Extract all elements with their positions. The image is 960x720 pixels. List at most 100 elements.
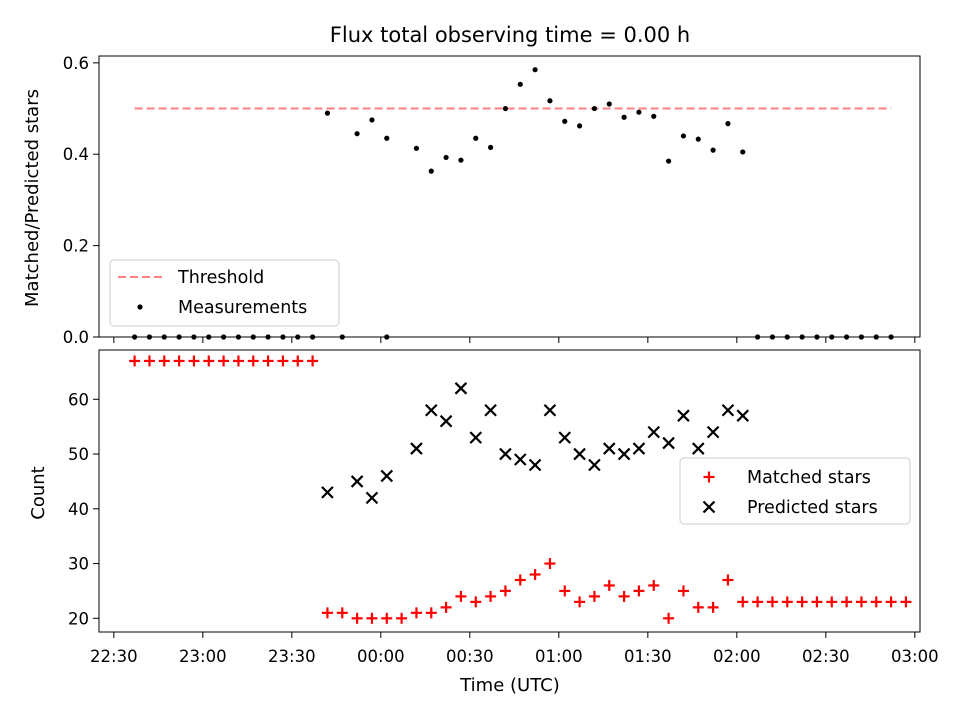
- measurement-point: [206, 334, 212, 340]
- measurement-point: [488, 144, 494, 150]
- predicted-star-point: [721, 403, 735, 417]
- matched-star-point: [885, 596, 897, 608]
- measurement-point: [814, 334, 820, 340]
- bottom-xlabel: Time (UTC): [459, 675, 560, 696]
- matched-star-point: [811, 596, 823, 608]
- measurement-point: [146, 334, 153, 340]
- predicted-star-point: [484, 403, 497, 417]
- matched-star-point: [381, 612, 393, 624]
- predicted-star-point: [677, 409, 690, 422]
- predicted-star-point: [513, 453, 527, 466]
- measurement-point: [413, 145, 420, 151]
- matched-star-point: [796, 596, 808, 608]
- matched-star-point: [737, 596, 749, 608]
- bottom-xtick-label: 22:30: [90, 647, 138, 666]
- matched-star-point: [425, 607, 437, 619]
- bottom-xtick-label: 03:00: [891, 647, 939, 666]
- measurement-point: [191, 334, 197, 340]
- matched-star-point: [870, 596, 882, 608]
- measurement-point: [710, 147, 716, 153]
- bottom-axes-frame: [98, 349, 921, 633]
- legend-threshold-label: Threshold: [177, 268, 264, 288]
- predicted-star-point: [454, 382, 468, 395]
- predicted-star-point: [543, 403, 557, 417]
- measurement-point: [161, 334, 167, 340]
- legend-measurement-label: Measurements: [178, 298, 307, 318]
- measurement-point: [740, 149, 746, 155]
- measurement-point: [295, 334, 301, 340]
- measurement-point: [799, 334, 805, 340]
- matched-star-point: [129, 355, 141, 367]
- top-legend-box: [109, 259, 340, 327]
- bottom-xtick-label: 23:30: [268, 647, 316, 666]
- predicted-star-point: [632, 442, 646, 455]
- matched-star-point: [440, 601, 452, 613]
- measurement-point: [769, 334, 776, 340]
- predicted-star-point: [424, 403, 438, 417]
- matched-star-point: [277, 355, 289, 367]
- predicted-star-point: [706, 425, 720, 439]
- matched-star-point: [143, 355, 155, 367]
- matched-star-point: [247, 355, 259, 367]
- top-ytick-label: 0.4: [63, 145, 89, 164]
- matched-star-point: [544, 558, 556, 570]
- bottom-xtick-label: 00:30: [446, 647, 494, 666]
- predicted-star-point: [558, 431, 572, 444]
- measurement-point: [502, 105, 509, 112]
- legend-predicted-label: Predicted stars: [747, 498, 878, 518]
- bottom-xtick-label: 23:00: [179, 647, 227, 666]
- measurement-point: [873, 334, 879, 340]
- measurement-point: [324, 110, 331, 116]
- top-ytick-label: 0.2: [63, 237, 89, 256]
- matched-star-point: [707, 601, 719, 613]
- predicted-star-point: [528, 458, 542, 472]
- matched-star-point: [218, 355, 230, 367]
- measurement-point: [636, 109, 642, 115]
- predicted-star-point: [365, 491, 379, 505]
- legend-measurement-swatch: [137, 304, 143, 310]
- matched-star-point: [203, 355, 215, 367]
- measurement-point: [517, 81, 523, 87]
- matched-star-point: [692, 601, 704, 613]
- matched-star-point: [855, 596, 867, 608]
- matched-star-point: [529, 569, 541, 581]
- measurement-point: [577, 123, 583, 129]
- measurement-point: [384, 334, 390, 340]
- measurement-point: [532, 67, 538, 73]
- bottom-legend-box: [679, 457, 911, 525]
- measurement-point: [428, 168, 434, 174]
- matched-star-point: [766, 596, 778, 608]
- matched-star-point: [514, 574, 526, 586]
- matched-star-point: [470, 596, 482, 608]
- bottom-ylabel: Count: [28, 466, 49, 519]
- matched-star-point: [336, 607, 348, 619]
- matched-star-point: [841, 596, 853, 608]
- measurement-point: [339, 334, 345, 340]
- measurement-point: [784, 334, 790, 340]
- predicted-star-point: [573, 447, 586, 461]
- matched-star-point: [648, 579, 660, 591]
- matched-star-point: [752, 596, 764, 608]
- matched-star-point: [173, 355, 185, 367]
- matched-star-point: [781, 596, 793, 608]
- matched-star-point: [188, 355, 200, 367]
- predicted-star-point: [691, 442, 705, 455]
- bottom-ytick-label: 40: [68, 500, 89, 519]
- measurement-point: [695, 136, 701, 142]
- legend-predicted-swatch: [702, 500, 716, 514]
- matched-star-point: [158, 355, 170, 367]
- measurement-point: [443, 154, 449, 161]
- bottom-plot: 20 30 40 50 60 22:30 23:00 23:30 00:00 00:30 01:00…: [68, 349, 939, 666]
- matched-star-point: [396, 612, 408, 624]
- top-legend: Threshold Measurements: [109, 259, 340, 327]
- predicted-star-point: [321, 486, 334, 499]
- measurement-point: [725, 121, 731, 127]
- measurement-point: [547, 98, 553, 104]
- matched-star-point: [900, 596, 912, 608]
- legend-matched-label: Matched stars: [747, 468, 871, 488]
- top-ytick-label: 0.6: [63, 54, 89, 73]
- measurement-point: [591, 105, 598, 112]
- top-plot: 0.0 0.2 0.4 0.6 Threshold Measurements: [63, 54, 921, 347]
- bottom-xtick-label: 00:00: [357, 647, 405, 666]
